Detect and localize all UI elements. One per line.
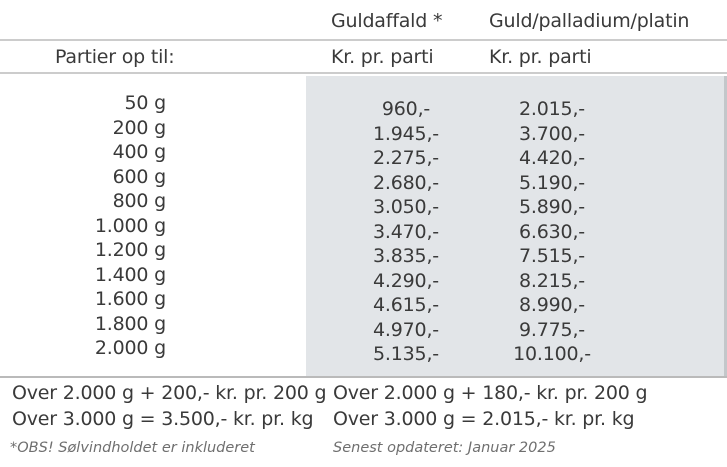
weight-value: 200 g <box>112 116 167 139</box>
column-title-guld-palladium-platin: Guld/palladium/platin <box>489 10 690 32</box>
guld-palladium-platin-price-column: 2.015,- 3.700,- 4.420,- 5.190,- 5.890,- 6.630… <box>468 97 636 367</box>
guldaffald-price-value: 2.680,- <box>373 171 439 194</box>
gpp-price-value: 6.630,- <box>519 220 585 243</box>
weight-value: 1.800 g <box>94 312 166 335</box>
weight-value: 1.400 g <box>94 263 166 286</box>
divider-above-over-rules <box>0 376 727 378</box>
price-columns-background-panel <box>306 76 727 376</box>
gpp-price-value: 8.215,- <box>519 269 585 292</box>
gpp-price-value: 9.775,- <box>519 318 585 341</box>
gpp-price-value: 10.100,- <box>513 343 591 365</box>
guldaffald-price-value: 4.290,- <box>373 269 439 292</box>
gpp-price-value: 7.515,- <box>519 245 585 267</box>
column-subtitle-kr-pr-parti-gpp: Kr. pr. parti <box>489 46 592 68</box>
gpp-price-value: 4.420,- <box>519 147 585 169</box>
guldaffald-price-column: 960,- 1.945,- 2.275,- 2.680,- 3.050,- 3.470,-… <box>306 97 506 367</box>
weight-value: 1.200 g <box>94 239 166 261</box>
guldaffald-price-value: 4.615,- <box>373 294 439 316</box>
over-rules-guld-palladium-platin: Over 2.000 g + 180,- kr. pr. 200 g Over 3… <box>333 381 648 432</box>
column-subtitle-kr-pr-parti-guldaffald: Kr. pr. parti <box>331 46 434 68</box>
weight-value: 50 g <box>124 92 167 114</box>
gpp-price-value: 2.015,- <box>519 98 585 120</box>
column-title-guldaffald: Guldaffald * <box>331 10 443 32</box>
weight-value: 400 g <box>112 141 167 163</box>
footnote-last-updated: Senest opdateret: Januar 2025 <box>333 440 556 456</box>
over-rule-line: Over 2.000 g + 200,- kr. pr. 200 g <box>12 382 327 404</box>
divider-under-titles <box>0 39 727 41</box>
gpp-price-value: 8.990,- <box>519 294 585 316</box>
over-rule-line: Over 3.000 g = 3.500,- kr. pr. kg <box>12 407 314 430</box>
weight-value: 2.000 g <box>94 337 166 359</box>
guldaffald-price-value: 5.135,- <box>373 343 439 365</box>
guldaffald-price-value: 3.470,- <box>373 220 439 243</box>
divider-under-subtitles <box>0 72 727 74</box>
gpp-price-value: 3.700,- <box>519 122 585 145</box>
guldaffald-price-value: 3.050,- <box>373 196 439 218</box>
row-label-partier-op-til: Partier op til: <box>55 46 175 68</box>
weight-value: 800 g <box>112 190 167 212</box>
over-rules-guldaffald: Over 2.000 g + 200,- kr. pr. 200 g Over 3… <box>12 381 327 432</box>
guldaffald-price-value: 1.945,- <box>373 122 439 145</box>
guldaffald-price-value: 2.275,- <box>373 147 439 169</box>
guldaffald-price-value: 960,- <box>381 98 431 120</box>
weight-value: 1.600 g <box>94 288 166 310</box>
weight-value: 600 g <box>112 165 167 188</box>
guldaffald-price-value: 4.970,- <box>373 318 439 341</box>
weight-value: 1.000 g <box>94 214 166 237</box>
gpp-price-value: 5.190,- <box>519 171 585 194</box>
footnote-silver-included: *OBS! Sølvindholdet er inkluderet <box>10 440 255 456</box>
weight-column: 50 g 200 g 400 g 600 g 800 g 1.000 g 1.200 g 1.… <box>0 91 166 361</box>
guldaffald-price-value: 3.835,- <box>373 245 439 267</box>
gpp-price-value: 5.890,- <box>519 196 585 218</box>
over-rule-line: Over 3.000 g = 2.015,- kr. pr. kg <box>333 407 635 430</box>
over-rule-line: Over 2.000 g + 180,- kr. pr. 200 g <box>333 382 648 404</box>
